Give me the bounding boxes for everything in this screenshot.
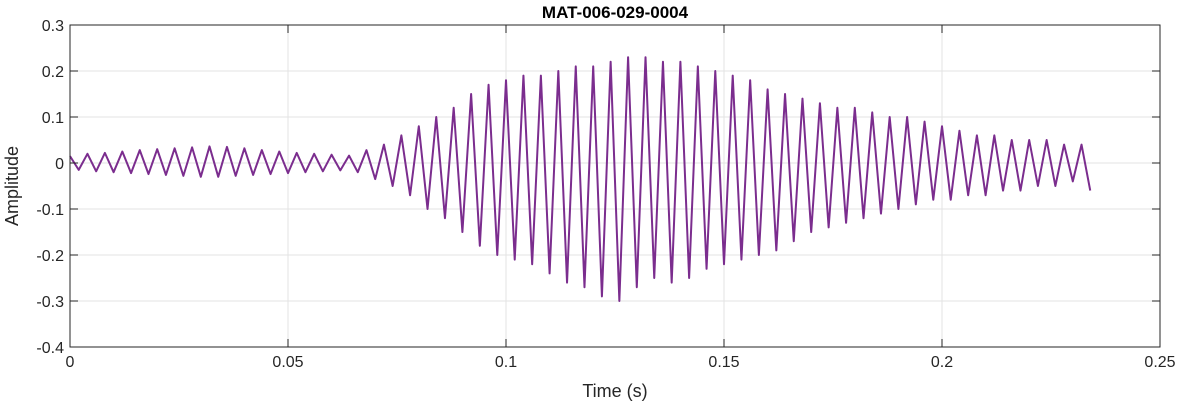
y-tick-label: 0.2 (42, 64, 64, 81)
x-tick-label: 0.15 (708, 354, 739, 371)
y-tick-label: 0.3 (42, 18, 64, 35)
y-tick-label: -0.1 (36, 202, 64, 219)
series-layer (69, 56, 1092, 302)
x-tick-label: 0.2 (931, 354, 953, 371)
y-tick-label: -0.3 (36, 294, 64, 311)
x-tick-label: 0.1 (495, 354, 517, 371)
series-line-0 (69, 56, 1092, 302)
y-axis-label: Amplitude (2, 146, 22, 226)
y-tick-label: 0 (55, 156, 64, 173)
plot-frame (69, 24, 1161, 348)
y-tick-label: -0.4 (36, 340, 64, 357)
y-tick-label: 0.1 (42, 110, 64, 127)
x-tick-label: 0 (66, 354, 75, 371)
x-axis-label: Time (s) (582, 381, 647, 401)
y-tick-label: -0.2 (36, 248, 64, 265)
x-tick-label: 0.05 (272, 354, 303, 371)
x-tick-label: 0.25 (1144, 354, 1175, 371)
tick-labels: 0 0.05 0.1 0.15 0.2 0.25 -0.4 -0.3 -0.2 -0.1 0 0.1 0… (36, 18, 1175, 371)
ticks (69, 24, 1161, 348)
chart-title: MAT-006-029-0004 (542, 3, 689, 22)
